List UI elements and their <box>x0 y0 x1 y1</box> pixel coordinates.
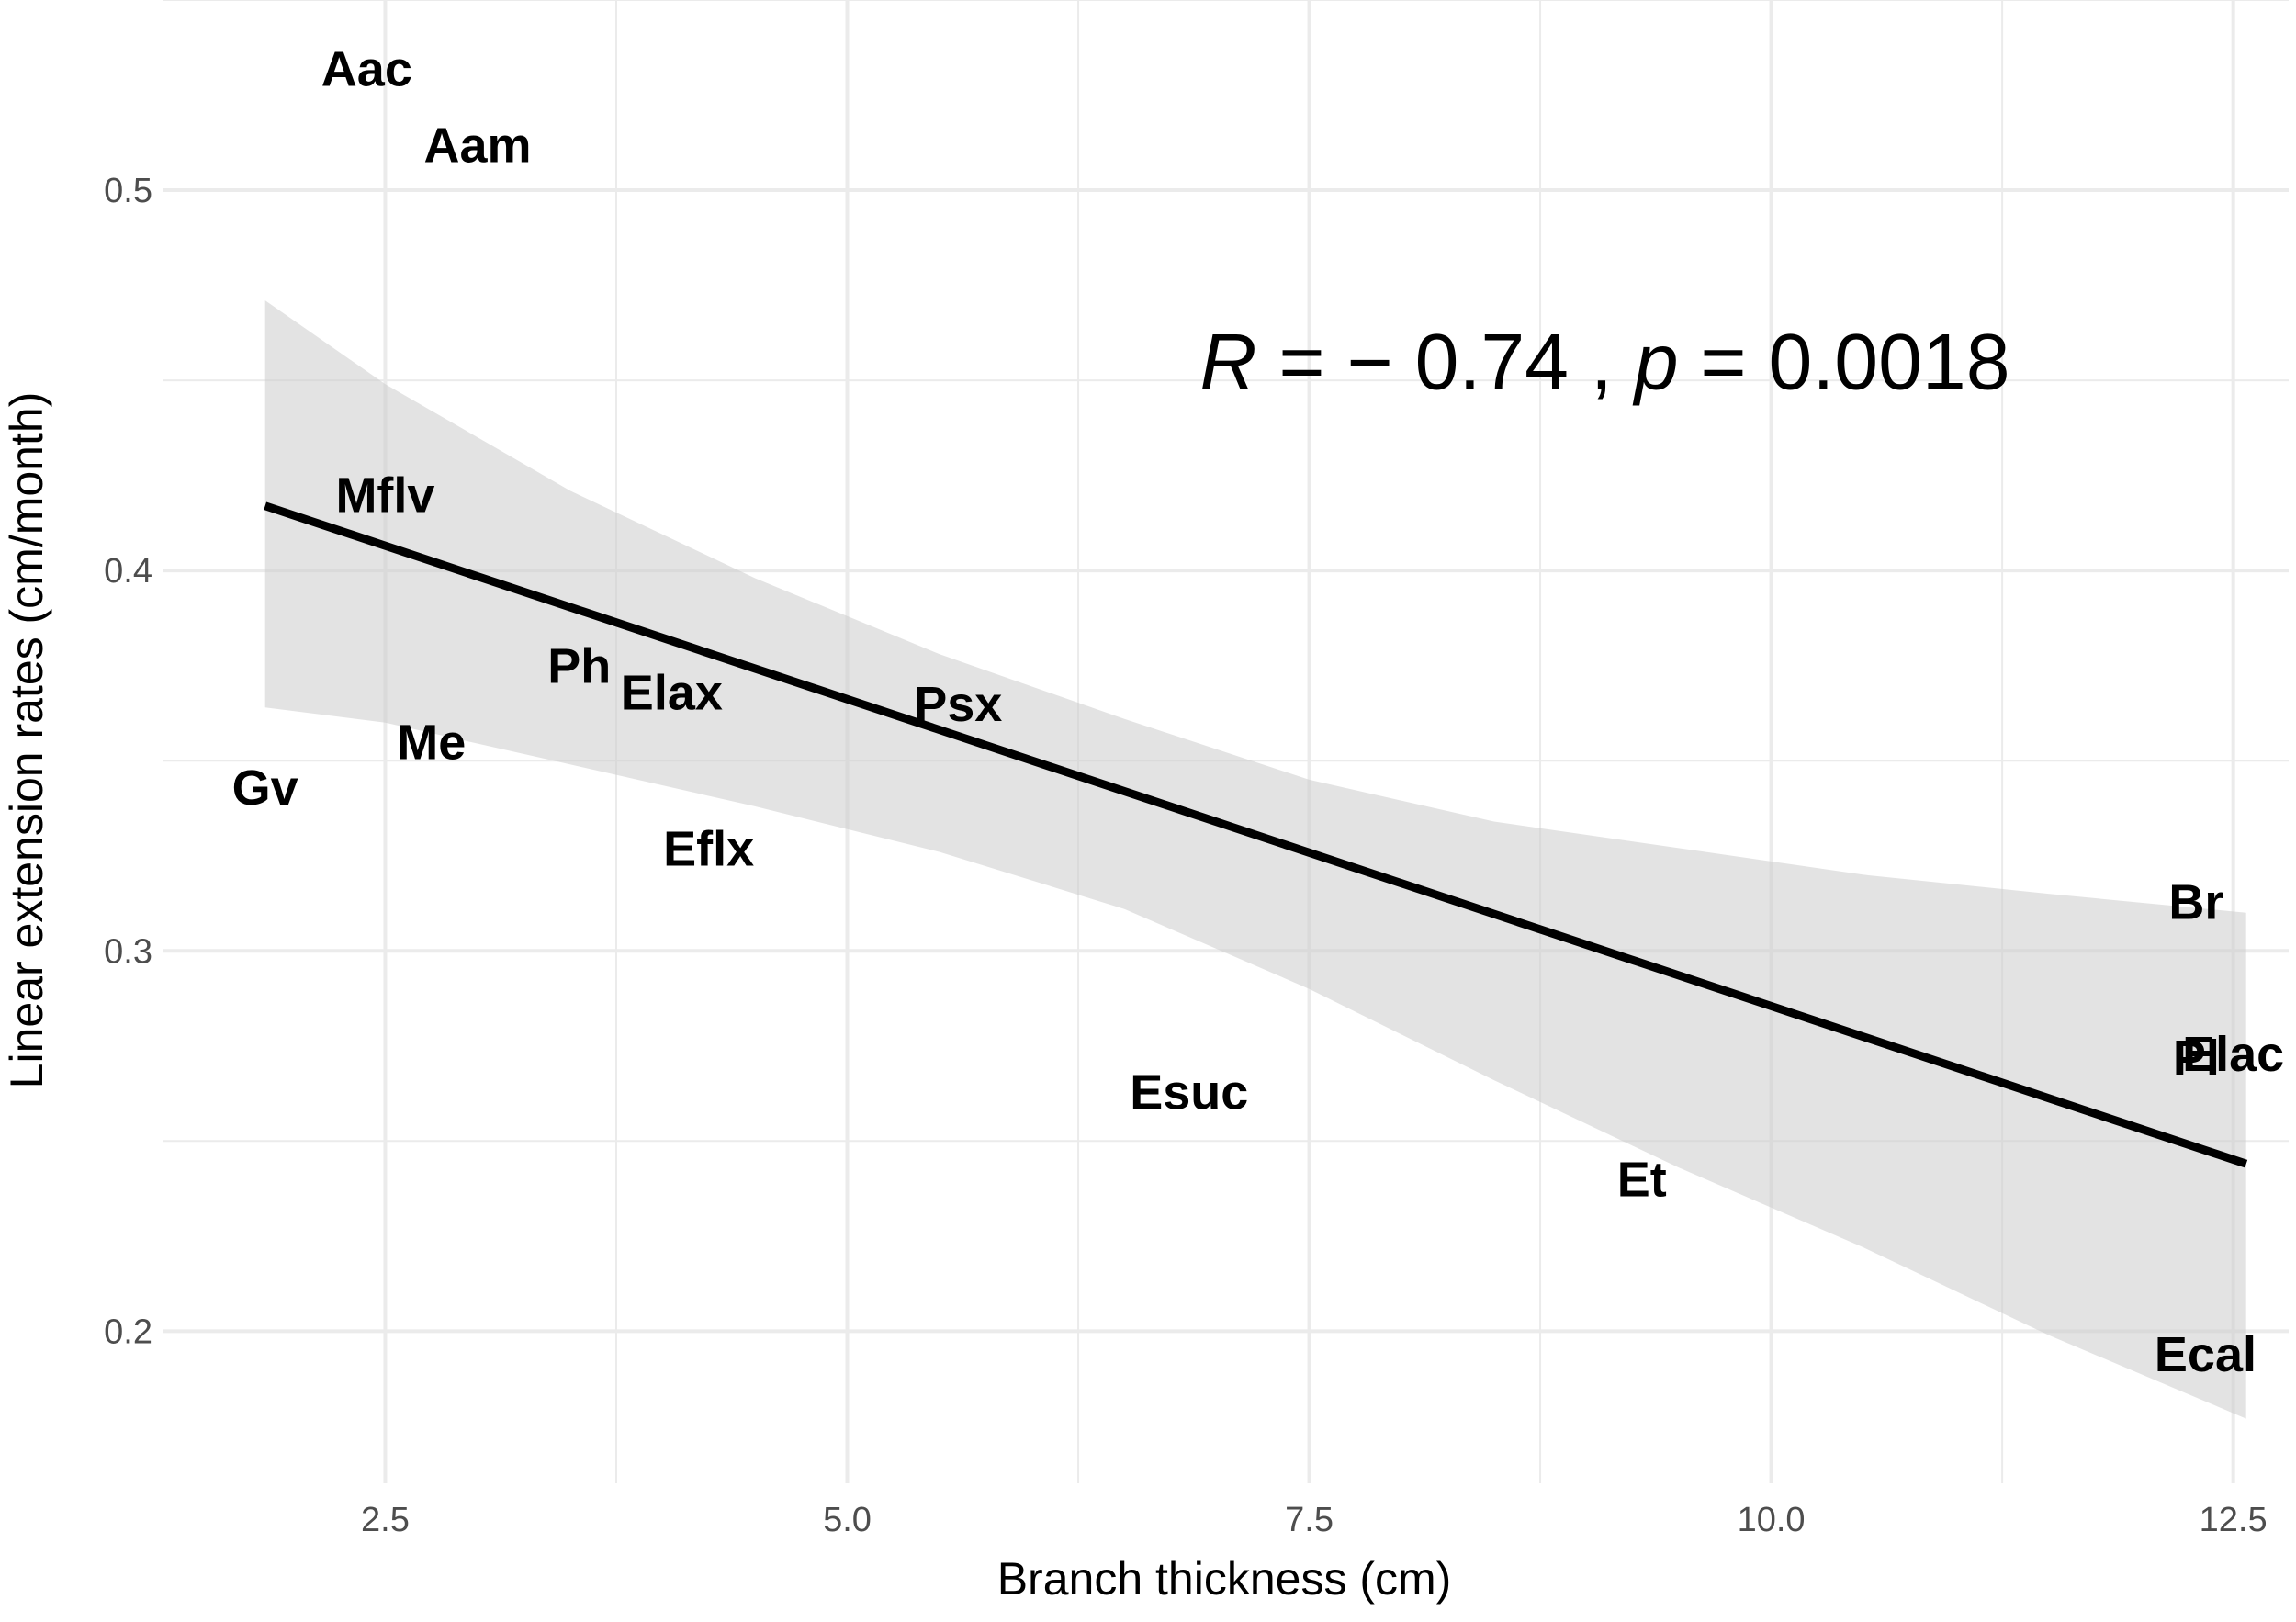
point-label-me: Me <box>397 715 466 771</box>
y-tick-label: 0.5 <box>104 172 152 210</box>
point-label-et: Et <box>1617 1153 1667 1208</box>
point-label-br: Br <box>2168 874 2223 929</box>
correlation-annotation: R = − 0.74 , p = 0.0018 <box>1199 318 2009 406</box>
point-label-aac: Aac <box>321 42 412 97</box>
x-axis-title: Branch thickness (cm) <box>997 1553 1452 1605</box>
point-label-eflx: Eflx <box>663 821 754 876</box>
y-tick-label: 0.2 <box>104 1312 152 1351</box>
confidence-band <box>264 300 2246 1419</box>
annotation-part: = − 0.74 , <box>1257 318 1635 406</box>
confidence-band-layer <box>264 300 2246 1419</box>
annotation-part: p <box>1632 318 1679 406</box>
regression-line <box>264 501 2248 1168</box>
point-label-pl: Pl <box>2173 1031 2220 1086</box>
point-label-gv: Gv <box>232 760 298 816</box>
point-label-psx: Psx <box>914 677 1002 732</box>
x-tick-label: 10.0 <box>1738 1501 1806 1539</box>
y-tick-label: 0.3 <box>104 932 152 971</box>
point-label-ecal: Ecal <box>2155 1327 2257 1382</box>
fit-line-layer <box>264 501 2248 1168</box>
point-label-elac: Elac <box>2182 1027 2284 1082</box>
annotation-part: = 0.0018 <box>1679 318 2010 406</box>
point-label-esuc: Esuc <box>1130 1064 1248 1120</box>
point-label-mflv: Mflv <box>335 467 434 523</box>
point-label-elax: Elax <box>621 666 723 721</box>
x-tick-label: 5.0 <box>823 1501 872 1539</box>
x-tick-label: 12.5 <box>2200 1501 2268 1539</box>
annotation-part: R <box>1199 318 1256 406</box>
tick-label-layer: 2.5 5.0 7.5 10.0 12.5 0.2 0.3 0.4 0.5 <box>104 172 2267 1539</box>
point-label-aam: Aam <box>424 118 532 173</box>
y-axis-title: Linear extension rates (cm/month) <box>1 392 52 1089</box>
point-label-ph: Ph <box>547 639 611 694</box>
x-tick-label: 7.5 <box>1285 1501 1334 1539</box>
x-tick-label: 2.5 <box>361 1501 410 1539</box>
y-tick-label: 0.4 <box>104 552 152 591</box>
